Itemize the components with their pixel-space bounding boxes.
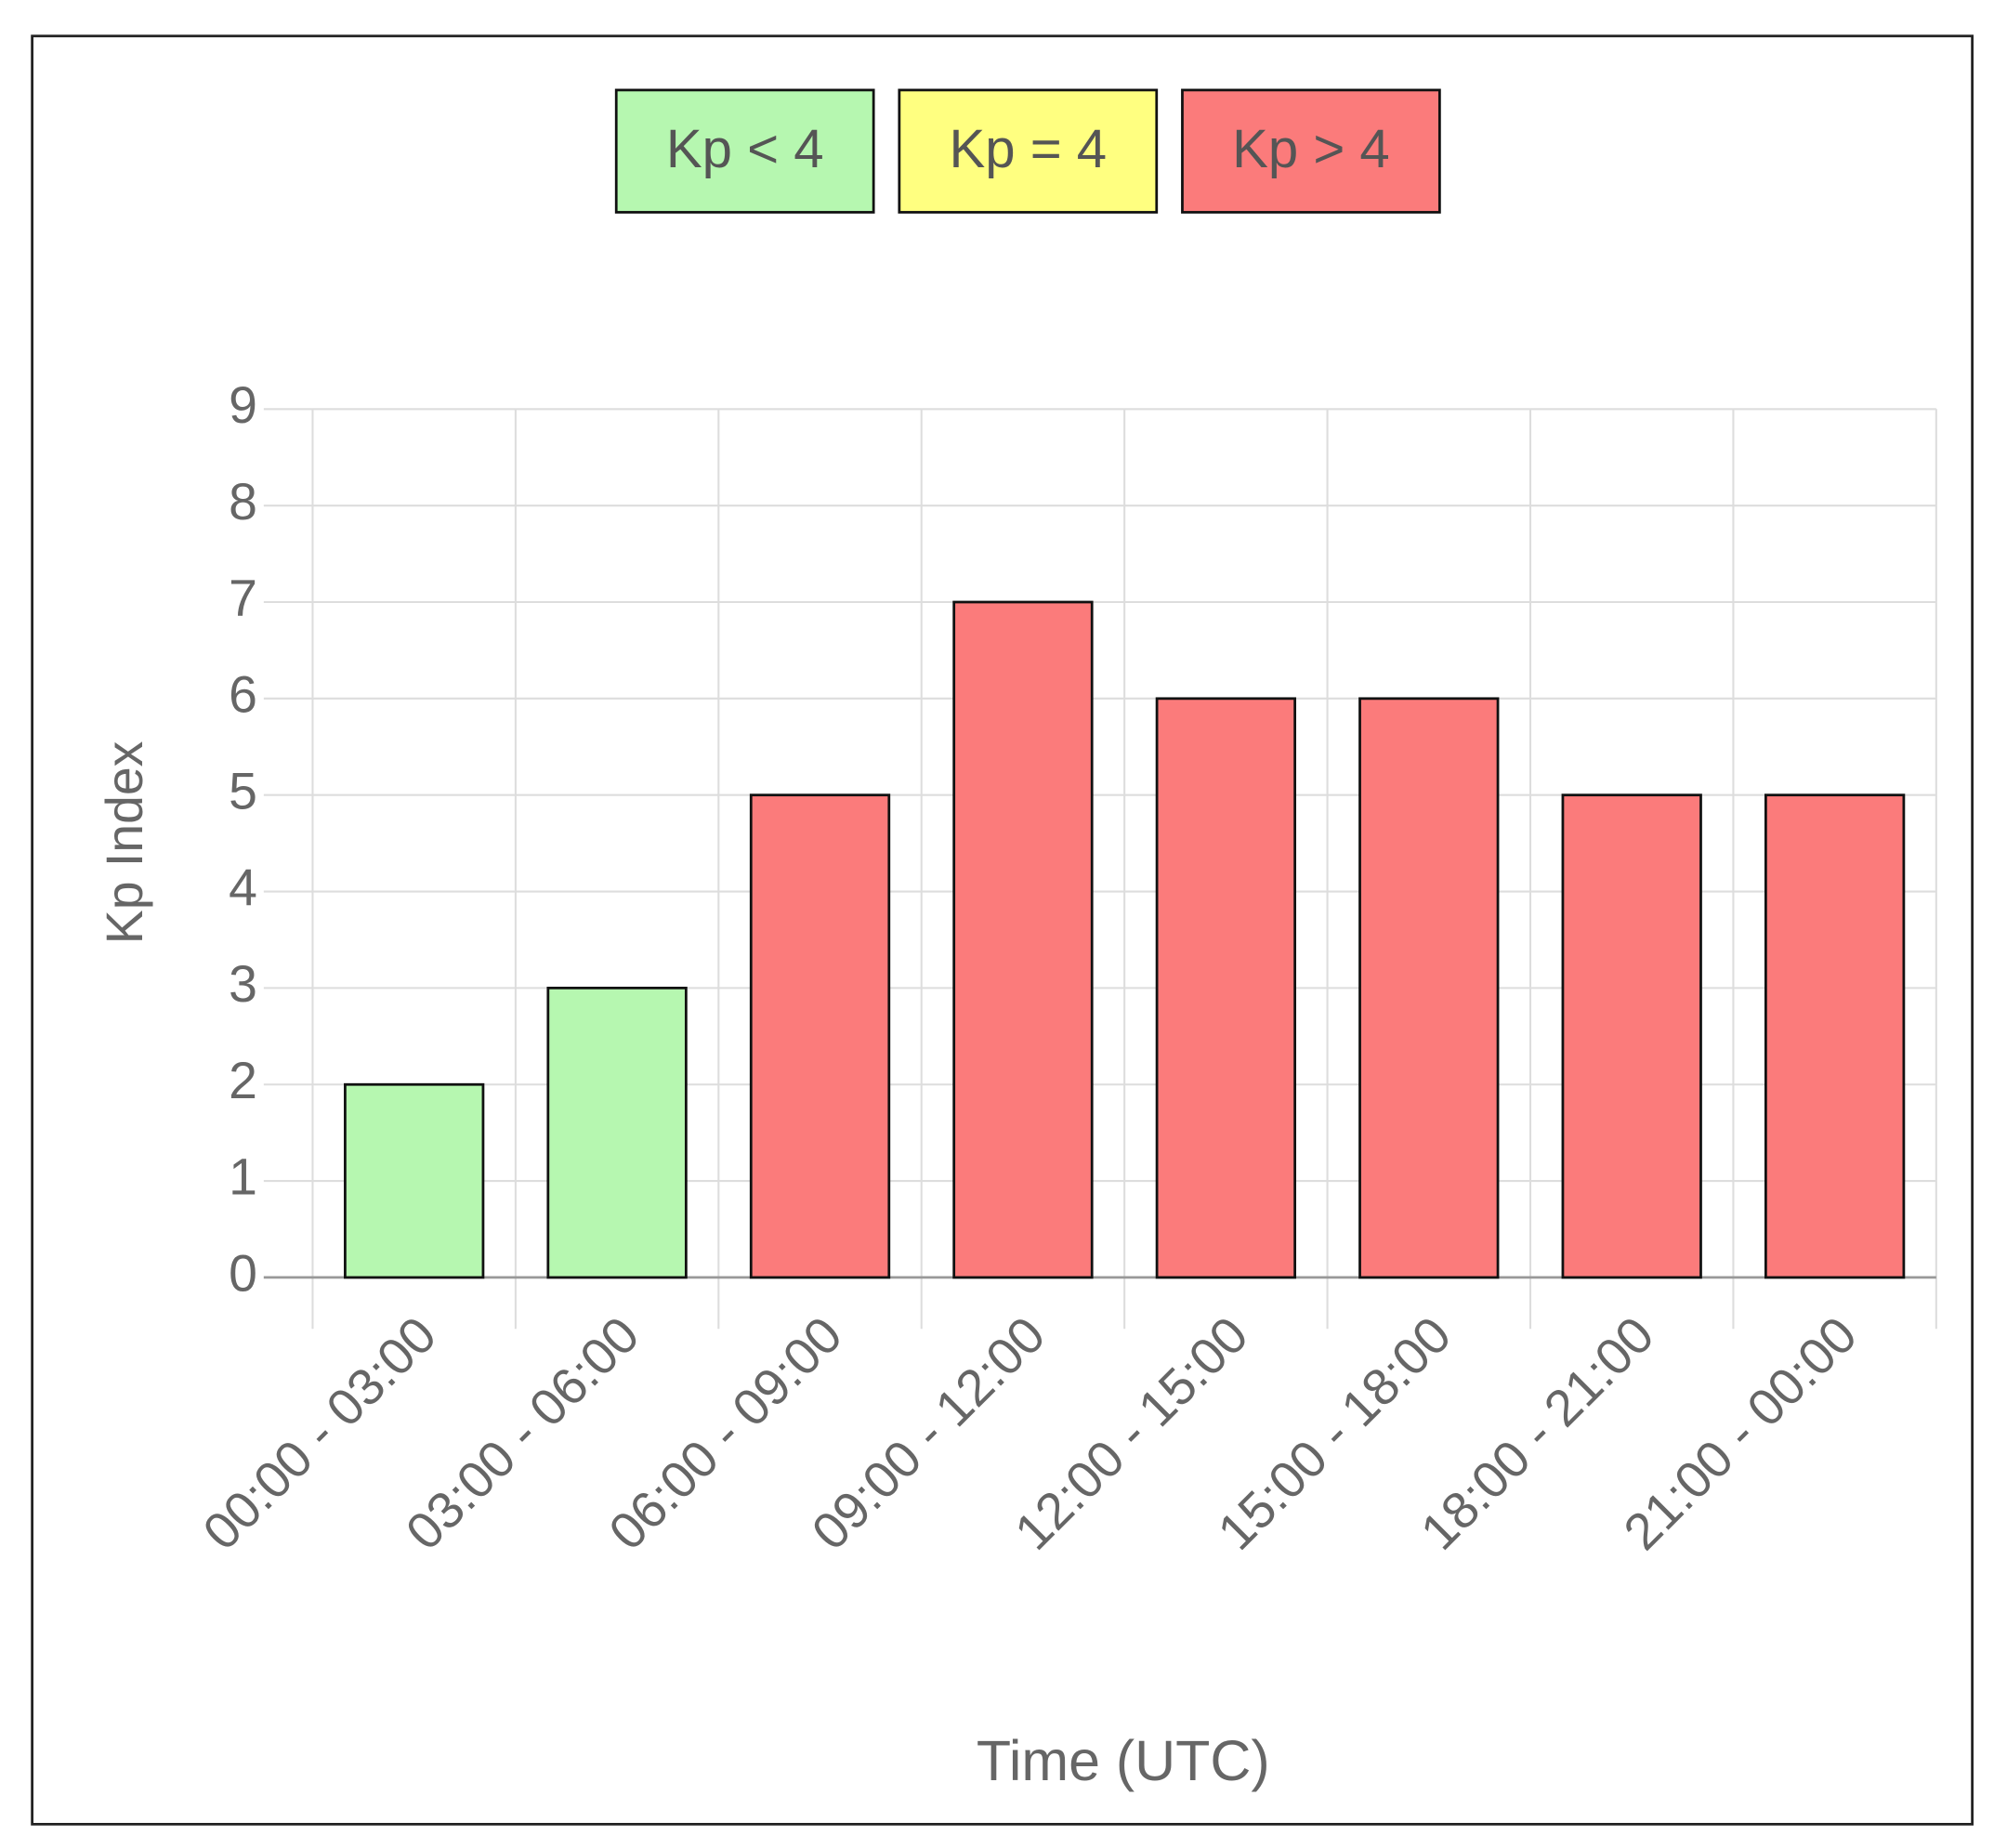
legend-label[interactable]: Kp < 4 bbox=[666, 119, 824, 179]
y-tick-label: 1 bbox=[229, 1148, 257, 1206]
legend-label[interactable]: Kp > 4 bbox=[1232, 119, 1390, 179]
legend-swatch[interactable] bbox=[1181, 88, 1441, 214]
y-tick-label: 4 bbox=[229, 858, 257, 916]
y-tick-label: 3 bbox=[229, 955, 257, 1013]
bar bbox=[749, 793, 891, 1279]
bar bbox=[1764, 793, 1906, 1279]
y-tick-label: 5 bbox=[229, 762, 257, 819]
y-axis-title: Kp Index bbox=[96, 741, 153, 944]
y-tick-label: 2 bbox=[229, 1052, 257, 1109]
y-tick-label: 0 bbox=[229, 1245, 257, 1303]
bar bbox=[1155, 697, 1297, 1279]
y-tick-label: 9 bbox=[229, 376, 257, 434]
bar bbox=[344, 1082, 485, 1279]
legend-swatch[interactable] bbox=[898, 88, 1159, 214]
y-tick-label: 7 bbox=[229, 570, 257, 627]
bar bbox=[952, 600, 1094, 1279]
y-tick-label: 8 bbox=[229, 473, 257, 531]
x-axis-title: Time (UTC) bbox=[977, 1729, 1270, 1792]
y-tick-label: 6 bbox=[229, 665, 257, 723]
bar bbox=[1561, 793, 1702, 1279]
bar bbox=[1358, 697, 1500, 1279]
legend-swatch[interactable] bbox=[614, 88, 875, 214]
bar bbox=[546, 987, 688, 1279]
legend-label[interactable]: Kp = 4 bbox=[949, 119, 1107, 179]
